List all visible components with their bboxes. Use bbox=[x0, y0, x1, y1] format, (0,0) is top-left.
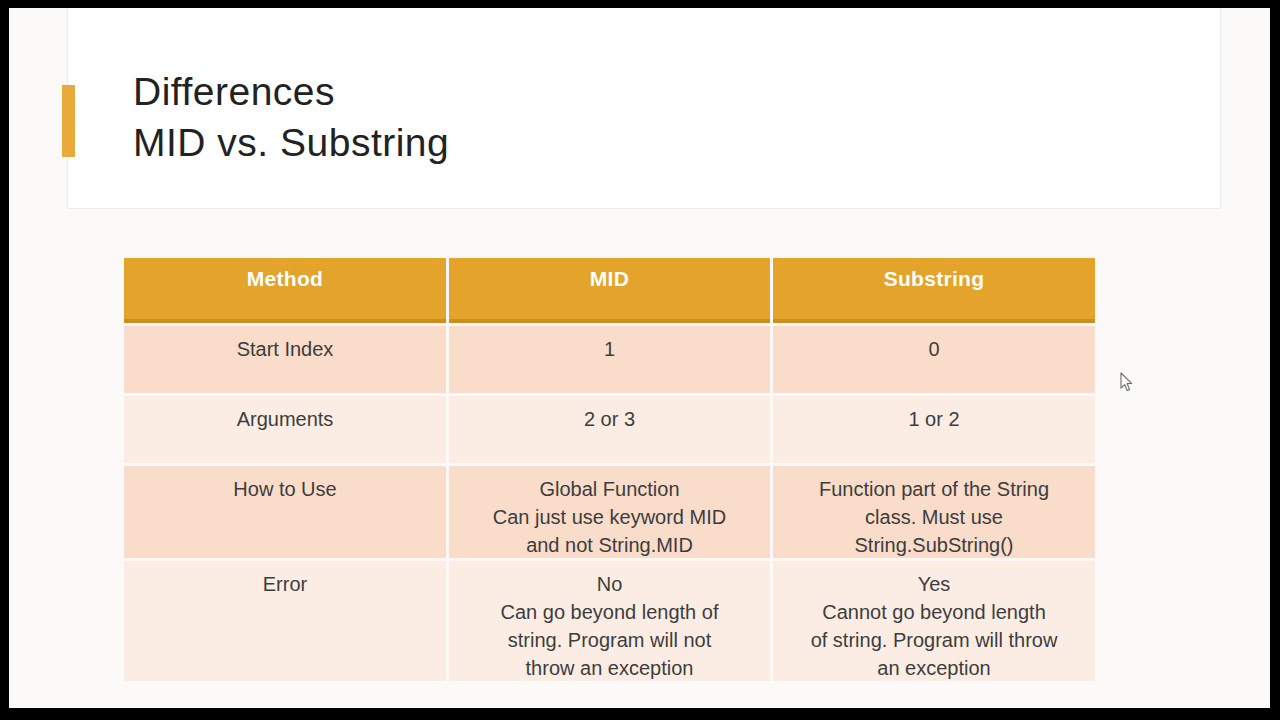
row-label-cell: Error bbox=[124, 561, 446, 681]
substring-value-cell: 0 bbox=[773, 326, 1095, 393]
column-header-mid: MID bbox=[449, 258, 770, 323]
row-label-cell: How to Use bbox=[124, 466, 446, 558]
cell-line: 2 or 3 bbox=[457, 405, 762, 433]
mid-value-cell: 1 bbox=[449, 326, 770, 393]
cell-line: 1 bbox=[457, 335, 762, 363]
column-header-method: Method bbox=[124, 258, 446, 323]
table-row: How to Use Global FunctionCan just use ke… bbox=[124, 466, 1095, 558]
slide-title-line2: MID vs. Substring bbox=[133, 117, 449, 168]
substring-value-cell: Function part of the Stringclass. Must u… bbox=[773, 466, 1095, 558]
cell-line: Can go beyond length of bbox=[457, 598, 762, 626]
cell-line: 0 bbox=[781, 335, 1087, 363]
cell-line: Cannot go beyond length bbox=[781, 598, 1087, 626]
table-row: Error NoCan go beyond length ofstring. Pr… bbox=[124, 561, 1095, 681]
comparison-table: Method MID Substring Start Index 10 Argume… bbox=[124, 258, 1095, 681]
column-header-substring: Substring bbox=[773, 258, 1095, 323]
cell-line: 1 or 2 bbox=[781, 405, 1087, 433]
cell-line: throw an exception bbox=[457, 654, 762, 682]
row-label-cell: Arguments bbox=[124, 396, 446, 463]
cell-line: Yes bbox=[781, 570, 1087, 598]
table-body: Start Index 10 Arguments 2 or 3 1 or 2 How to… bbox=[124, 326, 1095, 681]
slide-title-line1: Differences bbox=[133, 66, 449, 117]
cell-line: string. Program will not bbox=[457, 626, 762, 654]
title-accent-bar bbox=[62, 85, 75, 157]
mid-value-cell: 2 or 3 bbox=[449, 396, 770, 463]
mid-value-cell: NoCan go beyond length ofstring. Program… bbox=[449, 561, 770, 681]
cell-line: and not String.MID bbox=[457, 531, 762, 559]
table-row: Start Index 10 bbox=[124, 326, 1095, 393]
cell-line: an exception bbox=[781, 654, 1087, 682]
substring-value-cell: 1 or 2 bbox=[773, 396, 1095, 463]
cell-line: How to Use bbox=[132, 475, 438, 503]
mid-value-cell: Global FunctionCan just use keyword MIDa… bbox=[449, 466, 770, 558]
cell-line: class. Must use bbox=[781, 503, 1087, 531]
cell-line: Can just use keyword MID bbox=[457, 503, 762, 531]
slide-title: Differences MID vs. Substring bbox=[133, 66, 449, 168]
letterbox-right bbox=[1270, 0, 1280, 720]
table-row: Arguments 2 or 3 1 or 2 bbox=[124, 396, 1095, 463]
cell-line: Error bbox=[132, 570, 438, 598]
cell-line: of string. Program will throw bbox=[781, 626, 1087, 654]
cell-line: String.SubString() bbox=[781, 531, 1087, 559]
letterbox-left bbox=[0, 0, 9, 720]
row-label-cell: Start Index bbox=[124, 326, 446, 393]
cell-line: Arguments bbox=[132, 405, 438, 433]
cell-line: Global Function bbox=[457, 475, 762, 503]
substring-value-cell: YesCannot go beyond lengthof string. Pro… bbox=[773, 561, 1095, 681]
table-header-row: Method MID Substring bbox=[124, 258, 1095, 323]
letterbox-bottom bbox=[0, 708, 1280, 720]
cell-line: No bbox=[457, 570, 762, 598]
letterbox-top bbox=[0, 0, 1280, 8]
mouse-cursor-icon bbox=[1118, 372, 1133, 394]
cell-line: Function part of the String bbox=[781, 475, 1087, 503]
cell-line: Start Index bbox=[132, 335, 438, 363]
